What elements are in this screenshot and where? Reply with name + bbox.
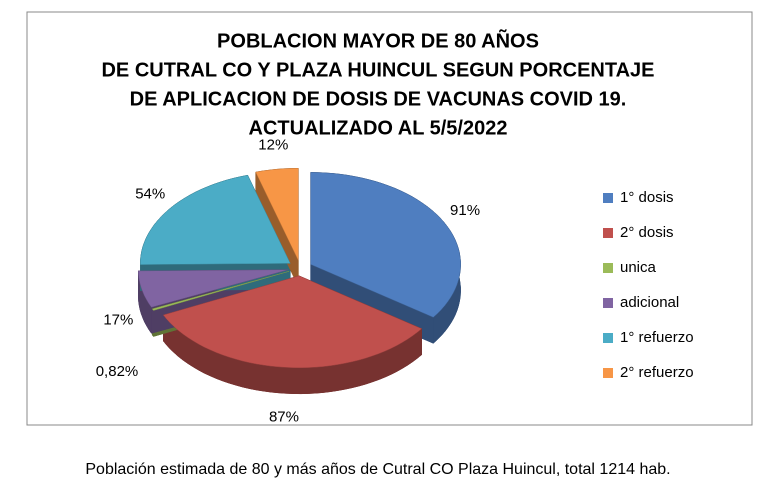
legend-swatch [603,263,613,273]
chart-title: POBLACION MAYOR DE 80 AÑOS [217,29,539,52]
value-label: 91% [450,202,480,219]
chart-title: DE APLICACION DE DOSIS DE VACUNAS COVID … [130,88,627,110]
value-label: 87% [269,409,299,426]
slice [140,174,291,265]
legend-swatch [603,333,613,343]
chart-title: DE CUTRAL CO Y PLAZA HUINCUL SEGUN PORCE… [101,59,654,81]
legend-label: 1° refuerzo [620,329,694,346]
legend-swatch [603,368,613,378]
slice [151,271,290,311]
legend-label: unica [620,259,657,276]
value-label: 17% [103,312,133,329]
slice [310,172,461,318]
legend-swatch [603,193,613,203]
value-label: 0,82% [96,363,139,380]
value-label: 54% [135,185,165,202]
chart-title: ACTUALIZADO AL 5/5/2022 [249,117,508,139]
caption: Población estimada de 80 y más años de C… [85,461,670,478]
legend-swatch [603,298,613,308]
slice [162,275,423,369]
legend-label: 2° dosis [620,224,674,241]
value-label: 12% [258,136,288,153]
legend-label: adicional [620,294,679,311]
slice [138,269,289,308]
legend-swatch [603,228,613,238]
legend-label: 2° refuerzo [620,364,694,381]
slice [255,168,299,261]
legend-label: 1° dosis [620,189,674,206]
